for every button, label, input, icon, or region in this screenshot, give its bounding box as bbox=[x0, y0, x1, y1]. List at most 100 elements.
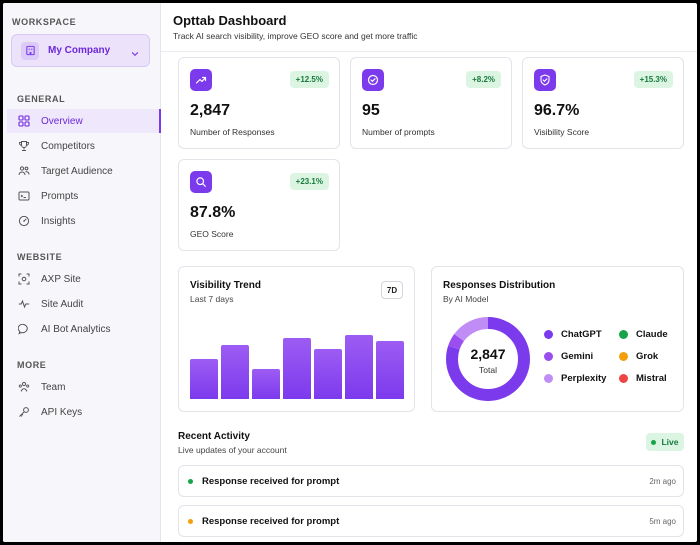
gauge-icon bbox=[18, 215, 30, 227]
donut-total-label: Total bbox=[479, 365, 497, 375]
stat-value: 87.8% bbox=[190, 204, 236, 221]
visibility-trend-card: Visibility Trend Last 7 days 7D bbox=[178, 266, 415, 412]
card-subtitle: Last 7 days bbox=[190, 294, 234, 304]
activity-text: Response received for prompt bbox=[202, 515, 340, 527]
sidebar: WORKSPACE My Company GENERAL Overview Co… bbox=[3, 3, 161, 542]
activity-time: 2m ago bbox=[649, 476, 676, 486]
scan-icon bbox=[18, 273, 30, 285]
stat-value: 95 bbox=[362, 102, 380, 119]
responses-distribution-card: Responses Distribution By AI Model 2,847… bbox=[431, 266, 684, 412]
sidebar-item-label: Overview bbox=[41, 115, 83, 127]
stat-label: Visibility Score bbox=[534, 127, 590, 137]
sidebar-item-api-keys[interactable]: API Keys bbox=[7, 400, 161, 424]
sidebar-item-axp-site[interactable]: AXP Site bbox=[7, 267, 161, 291]
sidebar-item-overview[interactable]: Overview bbox=[7, 109, 161, 133]
status-dot bbox=[188, 478, 193, 484]
activity-item[interactable]: Response received for prompt 5m ago bbox=[178, 505, 684, 537]
sidebar-item-insights[interactable]: Insights bbox=[7, 209, 161, 233]
legend-gemini: Gemini bbox=[544, 351, 593, 362]
bar-day-7 bbox=[376, 341, 404, 399]
sidebar-item-competitors[interactable]: Competitors bbox=[7, 134, 161, 158]
sidebar-item-label: Team bbox=[41, 381, 66, 393]
stat-card-visibility[interactable]: +15.3% 96.7% Visibility Score bbox=[522, 57, 684, 149]
bar-day-1 bbox=[190, 359, 218, 399]
shield-check-icon bbox=[534, 69, 556, 91]
legend-label: Grok bbox=[636, 351, 659, 362]
workspace-selector[interactable]: My Company bbox=[11, 34, 150, 67]
status-dot bbox=[188, 518, 193, 524]
chevron-down-icon bbox=[130, 46, 140, 56]
sidebar-item-label: Competitors bbox=[41, 140, 95, 152]
legend-label: Gemini bbox=[561, 351, 594, 362]
range-7d-button[interactable]: 7D bbox=[381, 281, 403, 299]
change-badge: +15.3% bbox=[633, 71, 673, 88]
legend-swatch bbox=[544, 374, 553, 383]
key-icon bbox=[18, 406, 30, 418]
sidebar-item-label: AI Bot Analytics bbox=[41, 323, 111, 335]
live-label: Live bbox=[661, 437, 679, 447]
stat-label: Number of prompts bbox=[362, 127, 435, 137]
page-subtitle: Track AI search visibility, improve GEO … bbox=[173, 31, 418, 41]
sidebar-item-site-audit[interactable]: Site Audit bbox=[7, 292, 161, 316]
stat-value: 2,847 bbox=[190, 102, 231, 119]
page-title: Opttab Dashboard bbox=[173, 13, 287, 28]
recent-activity-subtitle: Live updates of your account bbox=[178, 445, 287, 455]
legend-label: Mistral bbox=[636, 373, 667, 384]
sidebar-item-label: AXP Site bbox=[41, 273, 81, 285]
sidebar-item-prompts[interactable]: Prompts bbox=[7, 184, 161, 208]
stat-label: Number of Responses bbox=[190, 127, 275, 137]
legend-swatch bbox=[544, 352, 553, 361]
section-label-general: GENERAL bbox=[17, 94, 66, 104]
recent-activity-title: Recent Activity bbox=[178, 431, 250, 442]
sidebar-item-label: Insights bbox=[41, 215, 76, 227]
chat-icon bbox=[18, 323, 30, 335]
workspace-label: WORKSPACE bbox=[12, 17, 77, 27]
activity-time: 5m ago bbox=[649, 516, 676, 526]
building-icon bbox=[21, 41, 39, 60]
people-icon bbox=[18, 165, 30, 177]
change-badge: +8.2% bbox=[466, 71, 501, 88]
sidebar-item-label: API Keys bbox=[41, 406, 83, 418]
sidebar-item-label: Prompts bbox=[41, 190, 79, 202]
activity-item[interactable]: Response received for prompt 2m ago bbox=[178, 465, 684, 497]
sidebar-item-target-audience[interactable]: Target Audience bbox=[7, 159, 161, 183]
bar-chart bbox=[179, 267, 414, 411]
stat-card-responses[interactable]: +12.5% 2,847 Number of Responses bbox=[178, 57, 340, 149]
legend-label: ChatGPT bbox=[561, 329, 602, 340]
stat-value: 96.7% bbox=[534, 102, 580, 119]
workspace-name: My Company bbox=[48, 45, 111, 56]
legend-label: Perplexity bbox=[561, 373, 607, 384]
page-header: Opttab Dashboard Track AI search visibil… bbox=[161, 3, 697, 52]
sidebar-item-label: Target Audience bbox=[41, 165, 113, 177]
stat-card-prompts[interactable]: +8.2% 95 Number of prompts bbox=[350, 57, 512, 149]
terminal-icon bbox=[18, 190, 30, 202]
sidebar-item-team[interactable]: Team bbox=[7, 375, 161, 399]
section-label-website: WEBSITE bbox=[17, 252, 63, 262]
stat-card-geo-score[interactable]: +23.1% 87.8% GEO Score bbox=[178, 159, 340, 251]
sidebar-item-ai-bot-analytics[interactable]: AI Bot Analytics bbox=[7, 317, 161, 341]
sidebar-item-label: Site Audit bbox=[41, 298, 84, 310]
bar-day-2 bbox=[221, 345, 249, 399]
bar-day-3 bbox=[252, 369, 280, 399]
search-icon bbox=[190, 171, 212, 193]
donut-slice-perplexity bbox=[446, 317, 530, 401]
change-badge: +23.1% bbox=[289, 173, 329, 190]
team-icon bbox=[18, 381, 30, 393]
trophy-icon bbox=[18, 140, 30, 152]
legend-perplexity: Perplexity bbox=[544, 373, 606, 384]
card-title: Responses Distribution bbox=[443, 280, 556, 291]
check-circle-icon bbox=[362, 69, 384, 91]
trend-up-icon bbox=[190, 69, 212, 91]
legend-swatch bbox=[544, 330, 553, 339]
pulse-icon bbox=[18, 298, 30, 310]
activity-text: Response received for prompt bbox=[202, 475, 340, 487]
section-label-more: MORE bbox=[17, 360, 47, 370]
live-badge: Live bbox=[646, 433, 684, 451]
grid-icon bbox=[18, 115, 30, 127]
live-dot bbox=[651, 439, 657, 445]
donut-total-value: 2,847 bbox=[470, 346, 506, 362]
bar-day-6 bbox=[345, 335, 373, 399]
legend-grok: Grok bbox=[619, 351, 658, 362]
bar-day-4 bbox=[283, 338, 311, 399]
bar-day-5 bbox=[314, 348, 342, 399]
